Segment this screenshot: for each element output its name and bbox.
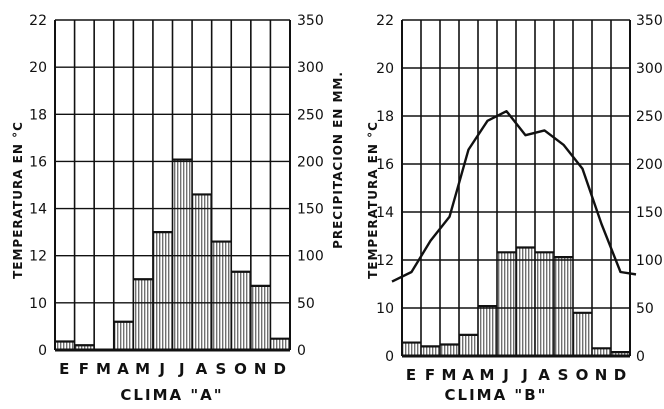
right-tick-label: 150 — [636, 205, 663, 221]
precip-bar — [459, 334, 478, 356]
month-label: M — [442, 366, 458, 384]
temperature-line — [391, 109, 637, 283]
left-tick-label: 18 — [29, 107, 47, 123]
right-tick-label: 50 — [297, 296, 315, 312]
month-label: A — [196, 360, 209, 378]
month-label: D — [614, 366, 627, 384]
month-label: F — [425, 366, 436, 384]
precip-bar — [573, 312, 592, 356]
precip-bar — [611, 352, 630, 356]
right-tick-label: 350 — [297, 13, 324, 29]
precip-bar — [516, 247, 535, 356]
right-tick-label: 0 — [297, 343, 306, 359]
month-label: A — [462, 366, 475, 384]
month-label: M — [135, 360, 151, 378]
month-label: N — [595, 366, 609, 384]
month-label: F — [79, 360, 90, 378]
precip-bar — [497, 252, 516, 356]
month-label: M — [96, 360, 112, 378]
left-tick-label: 22 — [376, 13, 394, 29]
left-tick-label: 0 — [385, 349, 394, 365]
precip-bar — [55, 341, 75, 350]
precip-bar — [535, 252, 554, 356]
month-label: S — [558, 366, 570, 384]
precip-bar — [250, 285, 271, 350]
precip-bar — [211, 241, 232, 350]
left-tick-label: 18 — [376, 109, 394, 125]
right-tick-label: 350 — [636, 13, 663, 29]
month-label: N — [254, 360, 268, 378]
precip-bar — [421, 346, 440, 356]
month-label: D — [273, 360, 286, 378]
left-tick-label: 20 — [376, 61, 394, 77]
left-tick-label: 10 — [376, 301, 394, 317]
right-tick-label: 250 — [636, 109, 663, 125]
left-tick-label: 20 — [29, 60, 47, 76]
left-tick-label: 0 — [38, 343, 47, 359]
month-label: A — [538, 366, 551, 384]
left-tick-label: 12 — [29, 249, 47, 265]
right-tick-label: 300 — [297, 60, 324, 76]
chart-a-title: CLIMA "A" — [120, 386, 223, 404]
precip-bar — [231, 271, 251, 350]
precip-bar — [270, 338, 290, 350]
right-tick-label: 200 — [297, 154, 324, 170]
left-tick-label: 22 — [29, 13, 47, 29]
month-label: J — [178, 360, 186, 378]
right-tick-label: 150 — [297, 202, 324, 218]
chart-b-left-axis-label: TEMPERATURA EN °C — [366, 121, 380, 279]
precip-bar — [554, 257, 573, 356]
left-tick-label: 10 — [29, 296, 47, 312]
month-label: S — [216, 360, 228, 378]
precip-bar — [152, 232, 173, 350]
month-label: A — [117, 360, 130, 378]
left-tick-label: 16 — [29, 154, 47, 170]
right-tick-label: 200 — [636, 157, 663, 173]
right-tick-label: 0 — [636, 349, 645, 365]
precip-bar — [402, 342, 421, 356]
precip-bar — [478, 306, 497, 356]
chart-b-title: CLIMA "B" — [445, 386, 548, 404]
chart-a-right-axis-label: PRECIPITACION EN MM. — [331, 71, 345, 249]
right-tick-label: 100 — [636, 253, 663, 269]
precip-bar — [133, 279, 153, 350]
month-label: J — [521, 366, 529, 384]
right-tick-label: 250 — [297, 107, 324, 123]
left-tick-label: 16 — [376, 157, 394, 173]
right-tick-label: 50 — [636, 301, 654, 317]
month-label: E — [59, 360, 70, 378]
month-label: E — [406, 366, 417, 384]
month-label: O — [576, 366, 590, 384]
precip-bar — [74, 345, 95, 350]
month-label: O — [234, 360, 248, 378]
left-tick-label: 12 — [376, 253, 394, 269]
month-label: M — [480, 366, 496, 384]
chart-a-left-axis-label: TEMPERATURA EN °C — [11, 121, 25, 279]
precip-bar — [192, 194, 212, 350]
right-tick-label: 100 — [297, 249, 324, 265]
precip-bar — [440, 344, 459, 356]
left-tick-label: 14 — [376, 205, 394, 221]
left-tick-label: 14 — [29, 202, 47, 218]
right-tick-label: 300 — [636, 61, 663, 77]
precip-bar — [172, 159, 193, 350]
month-label: J — [502, 366, 510, 384]
precip-bar — [113, 321, 134, 350]
month-label: J — [158, 360, 166, 378]
precip-bar — [592, 348, 611, 356]
